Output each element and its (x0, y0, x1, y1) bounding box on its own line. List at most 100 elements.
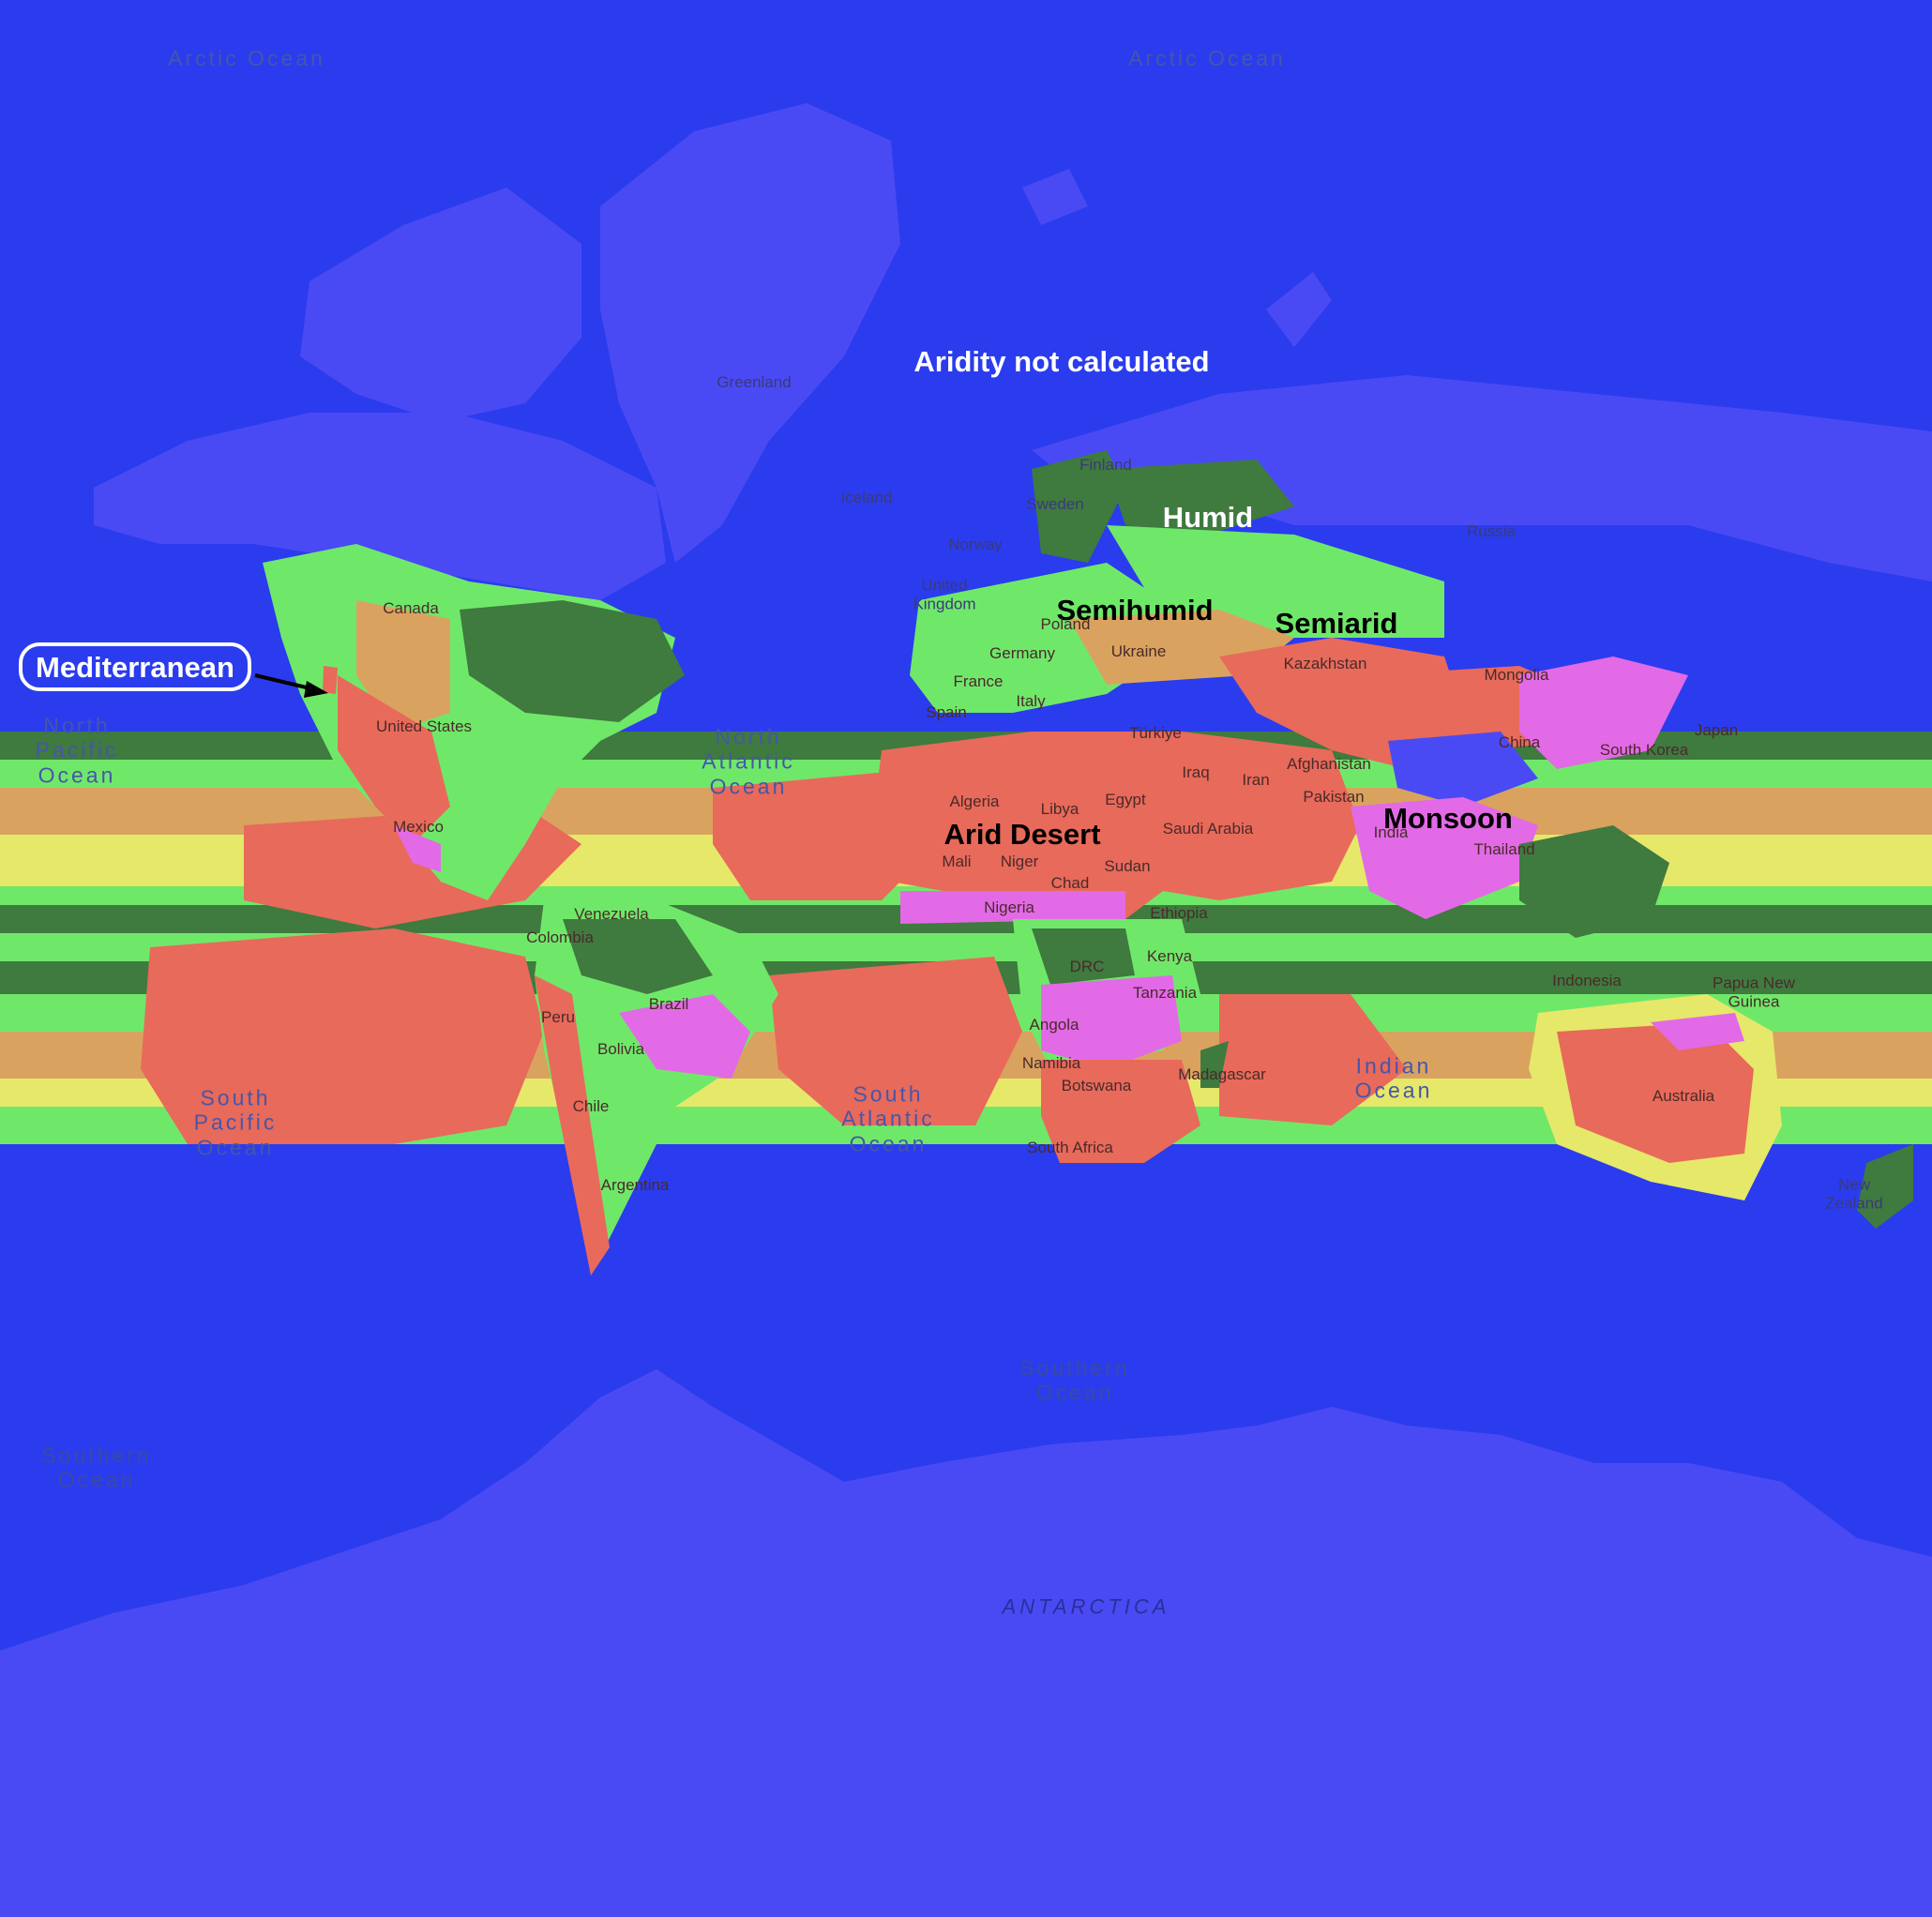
country-label-thailand: Thailand (1473, 840, 1535, 859)
country-label-libya: Libya (1040, 800, 1079, 819)
scandinavia-humid (1032, 450, 1125, 563)
canadian-arctic-islands (300, 188, 581, 422)
central-africa-humid (1032, 928, 1135, 985)
country-label-venezuela: Venezuela (574, 905, 649, 924)
country-label-pakistan: Pakistan (1303, 788, 1365, 807)
zone-label-semiarid: Semiarid (1275, 607, 1398, 641)
country-label-nigeria: Nigeria (984, 898, 1034, 917)
russia-humid (1107, 460, 1294, 544)
country-label-egypt: Egypt (1105, 791, 1146, 809)
mediterranean-arrow-head (304, 681, 328, 698)
country-label-chile: Chile (572, 1097, 610, 1116)
mediterranean-callout-box (19, 642, 251, 691)
greenland-landmass (600, 103, 900, 563)
ocean-label-north-pacific: North Pacific Ocean (35, 713, 119, 788)
country-label-south-africa: South Africa (1027, 1139, 1113, 1157)
country-label-south-korea: South Korea (1599, 741, 1689, 760)
south-america-humid (563, 919, 713, 994)
europe-semihumid (910, 563, 1163, 713)
north-america-humid (460, 600, 685, 722)
tibet-not-calculated (1388, 732, 1538, 807)
country-label-greenland: Greenland (717, 373, 792, 392)
antarctica-landmass (0, 1369, 1932, 1917)
antarctica-peninsula (600, 1379, 657, 1435)
arid-indian (1219, 994, 1407, 1125)
country-label-indonesia: Indonesia (1552, 972, 1622, 990)
country-label-france: France (953, 672, 1004, 691)
madagascar-humid (1200, 1041, 1229, 1088)
country-label-peru: Peru (541, 1008, 575, 1027)
new-zealand-humid (1857, 1144, 1913, 1229)
australia-arid (1557, 1022, 1754, 1163)
mediterranean-pocket (323, 666, 338, 694)
arid-east-pacific-south (141, 928, 544, 1144)
ocean-label-arctic-right: Arctic Ocean (1128, 45, 1286, 70)
country-label-papua-new-guinea: Papua New Guinea (1713, 974, 1795, 1010)
country-label-algeria: Algeria (949, 792, 1000, 811)
russia-semihumid (1107, 525, 1444, 638)
country-label-chad: Chad (1050, 874, 1090, 893)
zone-label-mediterranean: Mediterranean (36, 651, 234, 684)
country-label-australia: Australia (1652, 1087, 1715, 1106)
country-label-namibia: Namibia (1021, 1054, 1081, 1073)
country-label-iran: Iran (1242, 771, 1270, 790)
country-label-italy: Italy (1016, 692, 1046, 711)
country-label-china: China (1498, 733, 1541, 752)
country-label-madagascar: Madagascar (1178, 1065, 1266, 1084)
ocean-label-north-atlantic: North Atlantic Ocean (702, 724, 795, 799)
country-label-united-states: United States (375, 717, 473, 736)
country-label-sudan: Sudan (1104, 857, 1151, 876)
siberia-not-calculated (1032, 375, 1932, 581)
country-label-bolivia: Bolivia (596, 1040, 645, 1059)
country-label-sweden: Sweden (1026, 495, 1084, 514)
country-label-russia: Russia (1467, 522, 1516, 541)
country-label-india: India (1373, 823, 1409, 842)
ocean-label-south-pacific: South Pacific Ocean (193, 1085, 278, 1160)
central-asia-arid (1219, 638, 1463, 769)
zone-label-monsoon: Monsoon (1383, 802, 1513, 836)
country-label-drc: DRC (1069, 958, 1105, 976)
country-label-angola: Angola (1029, 1016, 1079, 1034)
brazil-monsoon (619, 994, 750, 1079)
country-label-japan: Japan (1694, 721, 1739, 740)
country-label-mongolia: Mongolia (1484, 666, 1549, 685)
country-label-tanzania: Tanzania (1132, 984, 1198, 1003)
ocean-label-indian: Indian Ocean (1354, 1053, 1433, 1103)
country-label-new-zealand: New Zealand (1825, 1175, 1883, 1212)
country-label-brazil: Brazil (648, 995, 689, 1014)
arid-south-atlantic (769, 957, 1022, 1125)
country-label-spain: Spain (926, 703, 967, 722)
ocean-label-south-atlantic: South Atlantic Ocean (841, 1081, 935, 1156)
sahel-monsoon (900, 891, 1125, 924)
country-label-germany: Germany (989, 644, 1055, 663)
india-monsoon (1351, 797, 1538, 919)
svalbard (1022, 169, 1088, 225)
country-label-ukraine: Ukraine (1110, 642, 1167, 661)
country-label-argentina: Argentina (600, 1176, 670, 1195)
zone-label-semihumid: Semihumid (1056, 594, 1214, 627)
zone-label-arid-desert: Arid Desert (943, 818, 1101, 852)
country-label-iceland: Iceland (840, 489, 893, 507)
country-label-afghanistan: Afghanistan (1287, 755, 1371, 774)
southern-africa-arid (1041, 1060, 1200, 1163)
ocean-label-southern-center: Southern Ocean (1019, 1355, 1130, 1405)
country-label-ethiopia: Ethiopia (1150, 904, 1208, 923)
southern-africa-monsoon (1041, 975, 1182, 1069)
novaya-zemlya (1266, 272, 1332, 347)
country-label-kenya: Kenya (1146, 947, 1193, 966)
sahara-arabia-arid (872, 732, 1360, 919)
mexico-monsoon (394, 825, 441, 872)
andes-arid (535, 975, 610, 1275)
mediterranean-arrow-line (254, 673, 315, 691)
country-label-poland: Poland (1040, 615, 1091, 634)
country-label-turkiye: Türkiye (1129, 724, 1182, 743)
ocean-label-arctic-left: Arctic Ocean (168, 45, 325, 70)
east-china-monsoon (1519, 657, 1688, 769)
north-canada (94, 413, 666, 600)
country-label-botswana: Botswana (1061, 1077, 1132, 1095)
zone-label-humid: Humid (1162, 501, 1254, 535)
country-label-finland: Finland (1079, 456, 1132, 475)
country-label-saudi-arabia: Saudi Arabia (1162, 820, 1254, 838)
